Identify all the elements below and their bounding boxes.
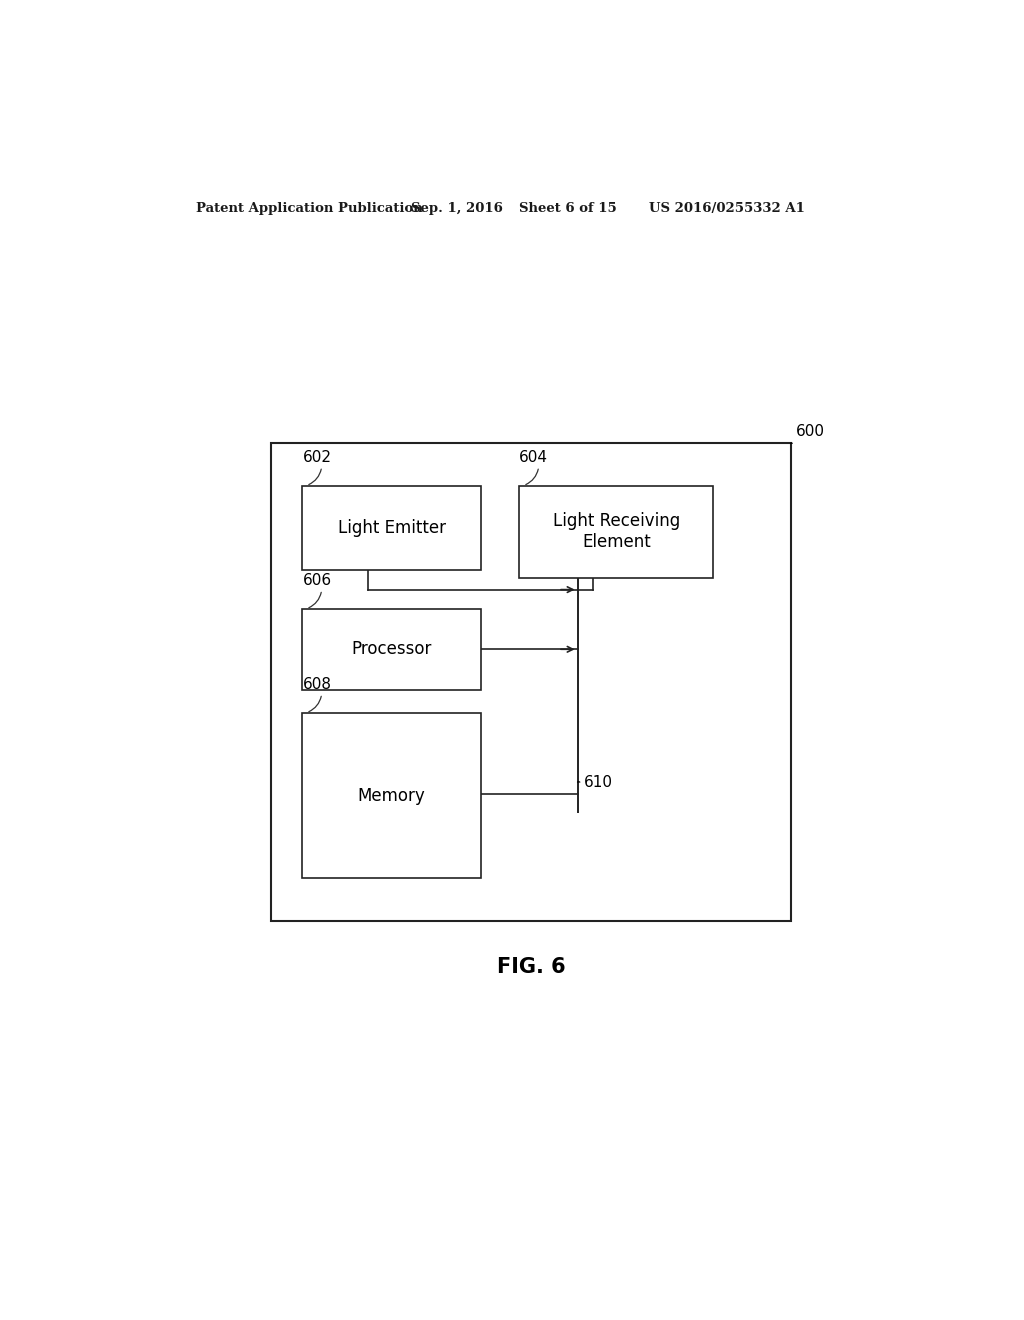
Text: Sheet 6 of 15: Sheet 6 of 15 <box>519 202 617 215</box>
Text: 610: 610 <box>584 775 612 789</box>
Text: Patent Application Publication: Patent Application Publication <box>197 202 423 215</box>
Text: Light Receiving
Element: Light Receiving Element <box>553 512 680 552</box>
Text: 606: 606 <box>302 573 332 589</box>
Text: Memory: Memory <box>357 787 425 805</box>
Text: 600: 600 <box>796 425 825 440</box>
Text: 604: 604 <box>519 450 549 465</box>
Text: FIG. 6: FIG. 6 <box>497 957 565 977</box>
Text: 602: 602 <box>302 450 332 465</box>
Text: US 2016/0255332 A1: US 2016/0255332 A1 <box>649 202 805 215</box>
Bar <box>302 486 480 570</box>
Bar <box>302 609 480 689</box>
Text: Processor: Processor <box>351 640 432 659</box>
Bar <box>519 486 713 578</box>
Text: 608: 608 <box>302 677 332 692</box>
Bar <box>302 713 480 878</box>
Bar <box>271 444 791 921</box>
Text: Sep. 1, 2016: Sep. 1, 2016 <box>411 202 503 215</box>
Text: Light Emitter: Light Emitter <box>338 519 445 537</box>
